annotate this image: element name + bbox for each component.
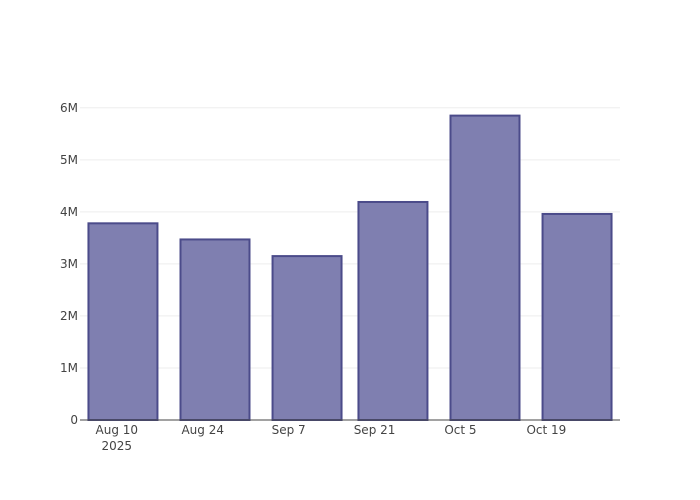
x-tick-label-line: Sep 7	[272, 423, 306, 437]
x-tick-label: Oct 19	[526, 423, 566, 437]
y-tick-label: 6M	[60, 101, 78, 115]
y-tick-label: 1M	[60, 361, 78, 375]
bar	[271, 255, 343, 421]
bar	[87, 222, 159, 421]
y-tick-label: 5M	[60, 153, 78, 167]
x-tick-label: Aug 10 2025	[96, 423, 139, 453]
x-tick-label: Sep 7	[272, 423, 306, 437]
x-tick-label-line: Sep 21	[354, 423, 396, 437]
x-tick-label-line: Oct 5	[444, 423, 476, 437]
x-tick-label: Oct 5	[444, 423, 476, 437]
y-tick-label: 3M	[60, 257, 78, 271]
bar	[449, 114, 521, 422]
y-tick-label: 0	[70, 413, 78, 427]
x-tick-label-line: Aug 10	[96, 423, 139, 437]
y-tick-label: 2M	[60, 309, 78, 323]
x-tick-label-line: Oct 19	[526, 423, 566, 437]
x-tick-label: Sep 21	[354, 423, 396, 437]
x-tick-label: Aug 24	[181, 423, 224, 437]
y-tick-label: 4M	[60, 205, 78, 219]
bar	[179, 238, 251, 421]
x-tick-label-line: Aug 24	[181, 423, 224, 437]
bar	[541, 212, 613, 421]
bar	[357, 200, 429, 421]
x-tick-label-line: 2025	[102, 439, 133, 453]
